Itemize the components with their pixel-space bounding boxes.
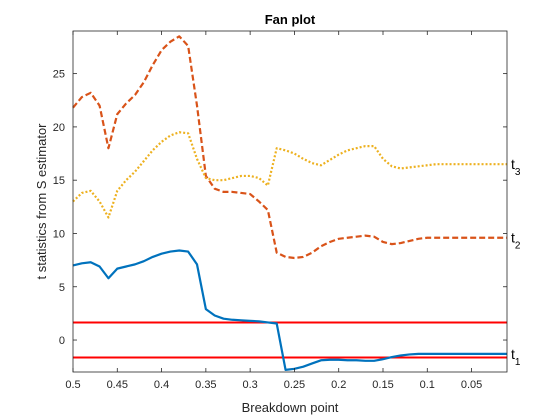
x-tick-label: 0.2	[331, 379, 346, 391]
series-labels: t1 t2 t3	[511, 156, 521, 368]
x-tick-label: 0.1	[420, 379, 435, 391]
series-line-3	[72, 131, 507, 219]
x-tick-label: 0.15	[372, 379, 393, 391]
series-label-3: t3	[511, 156, 521, 178]
x-tick-label: 0.05	[461, 379, 482, 391]
y-tick-label: 20	[53, 122, 65, 134]
axes-box	[72, 30, 508, 373]
plot-area	[73, 31, 507, 372]
series-label-subscript: 3	[515, 167, 521, 178]
series-label-subscript: 2	[515, 241, 521, 252]
y-tick-label: 15	[53, 175, 65, 187]
y-tick-label: 5	[59, 282, 65, 294]
x-tick-label: 0.4	[154, 379, 169, 391]
x-tick-label: 0.3	[242, 379, 257, 391]
reference-lines	[73, 321, 507, 359]
x-tick-label: 0.35	[195, 379, 216, 391]
y-axis-ticks: 0 5 10 15 20 25	[53, 69, 507, 347]
chart-title: Fan plot	[265, 12, 316, 27]
y-tick-label: 0	[59, 335, 65, 347]
x-axis-label: Breakdown point	[242, 400, 339, 415]
y-tick-label: 10	[53, 228, 65, 240]
series-line-1	[72, 249, 507, 371]
series-label-subscript: 1	[515, 357, 521, 368]
series-label-1: t1	[511, 346, 521, 368]
series-lines	[72, 35, 507, 371]
y-tick-label: 25	[53, 69, 65, 81]
series-line-2	[72, 35, 507, 260]
x-tick-label: 0.5	[65, 379, 80, 391]
x-tick-label: 0.25	[284, 379, 305, 391]
y-axis-label: t statistics from S estimator	[34, 123, 49, 280]
series-label-2: t2	[511, 230, 521, 252]
x-tick-label: 0.45	[107, 379, 128, 391]
x-axis-ticks: 0.5 0.45 0.4 0.35 0.3 0.25 0.2 0.15 0.1 0.05	[65, 31, 482, 391]
